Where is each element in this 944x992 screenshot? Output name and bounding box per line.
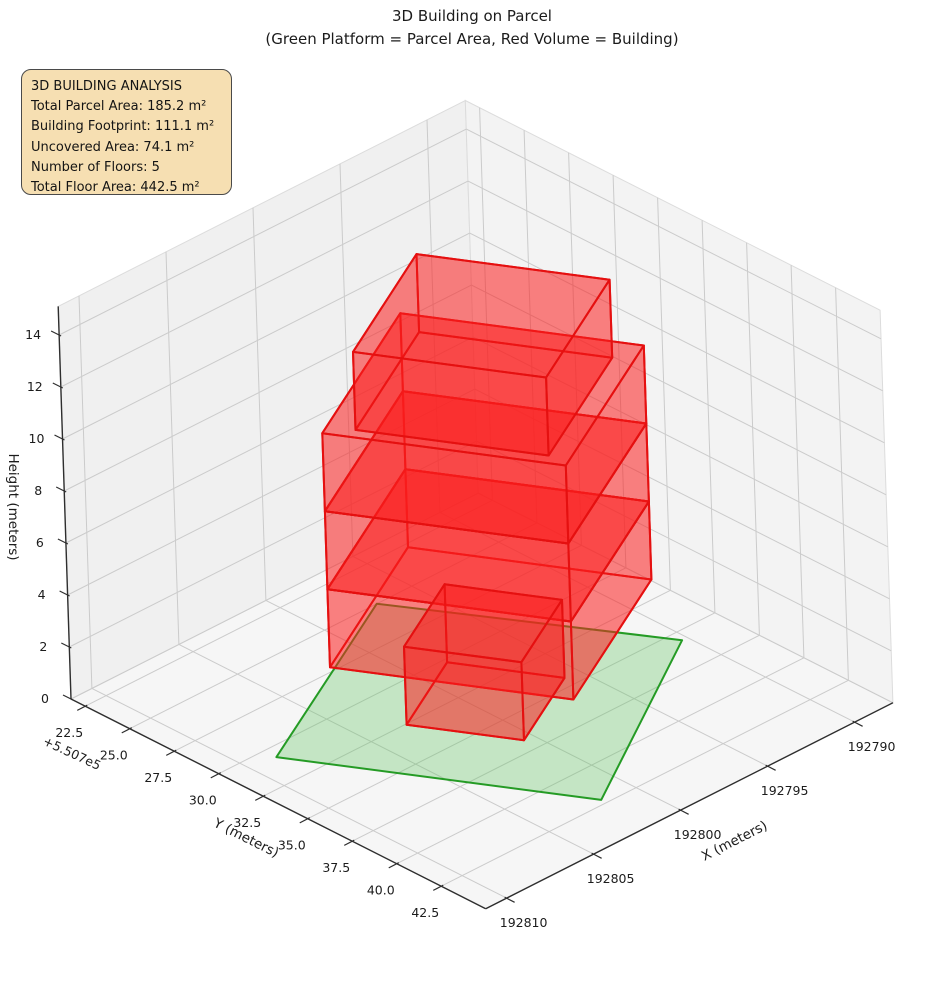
- svg-text:40.0: 40.0: [367, 883, 395, 898]
- svg-text:22.5: 22.5: [55, 725, 83, 740]
- annotation-title: 3D BUILDING ANALYSIS: [31, 79, 183, 94]
- floor-2: [326, 468, 653, 701]
- svg-text:4: 4: [38, 587, 46, 602]
- annotation-line-uncovered: Uncovered Area: 74.1 m²: [31, 139, 195, 155]
- svg-text:192800: 192800: [674, 827, 722, 842]
- chart-title-line2: (Green Platform = Parcel Area, Red Volum…: [265, 30, 679, 48]
- floor-5: [352, 253, 614, 457]
- svg-text:192790: 192790: [848, 739, 896, 754]
- svg-text:35.0: 35.0: [278, 838, 306, 853]
- svg-text:12: 12: [27, 379, 43, 394]
- svg-text:192810: 192810: [500, 915, 548, 930]
- axis-lines: [57, 306, 894, 910]
- building-volumes: [321, 253, 653, 742]
- svg-text:25.0: 25.0: [100, 748, 128, 763]
- svg-text:42.5: 42.5: [411, 905, 439, 920]
- annotation-line-floor-area: Total Floor Area: 442.5 m²: [31, 180, 200, 196]
- svg-text:37.5: 37.5: [322, 860, 350, 875]
- svg-text:8: 8: [34, 483, 42, 498]
- svg-text:30.0: 30.0: [189, 793, 217, 808]
- chart-title: 3D Building on Parcel (Green Platform = …: [0, 5, 944, 51]
- annotation-line-parcel-area: Total Parcel Area: 185.2 m²: [31, 99, 207, 115]
- z-axis-label: Height (meters): [5, 453, 21, 560]
- annotation-line-footprint: Building Footprint: 111.1 m²: [31, 119, 215, 135]
- parcel-platform: [275, 602, 684, 801]
- svg-text:27.5: 27.5: [144, 770, 172, 785]
- floor-1: [403, 583, 566, 742]
- annotation-line-floors: Number of Floors: 5: [31, 159, 160, 175]
- svg-text:0: 0: [41, 691, 49, 706]
- svg-text:6: 6: [36, 535, 44, 550]
- tick-marks: [50, 330, 863, 903]
- floor-3: [323, 390, 650, 623]
- grid-lines: [58, 107, 894, 899]
- svg-text:14: 14: [25, 327, 41, 342]
- svg-text:2: 2: [39, 639, 47, 654]
- analysis-annotation: 3D BUILDING ANALYSIS Total Parcel Area: …: [21, 69, 232, 195]
- svg-text:192795: 192795: [761, 783, 809, 798]
- svg-text:32.5: 32.5: [233, 815, 261, 830]
- chart-title-line1: 3D Building on Parcel: [392, 7, 552, 25]
- svg-text:192805: 192805: [587, 871, 635, 886]
- tick-labels: 192790 192795 192800 192805 192810 22.5 25.0 27…: [25, 327, 895, 930]
- svg-text:10: 10: [29, 431, 45, 446]
